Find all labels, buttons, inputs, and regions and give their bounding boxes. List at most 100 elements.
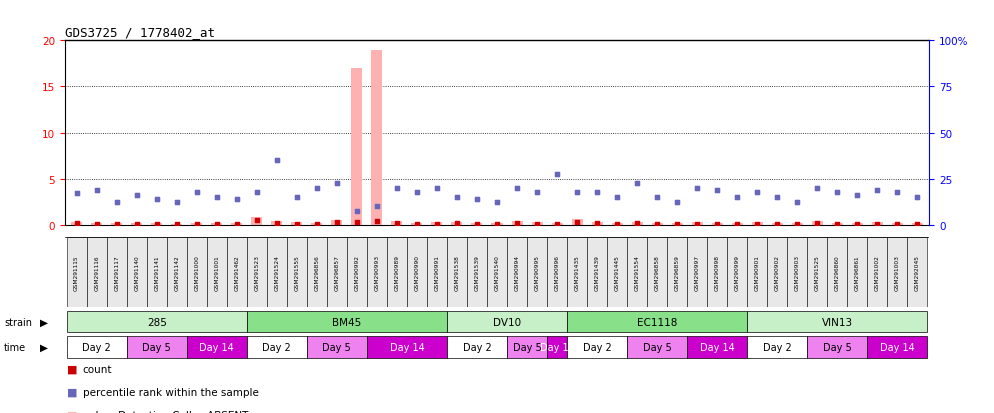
Point	[730, 221, 746, 228]
Bar	[667, 237, 687, 308]
Text: Day 2: Day 2	[582, 342, 611, 352]
Point	[689, 185, 705, 192]
Bar	[812, 222, 823, 225]
Point	[850, 221, 866, 228]
Text: GSM296857: GSM296857	[334, 255, 339, 290]
Bar	[212, 223, 223, 225]
Bar	[467, 237, 487, 308]
Text: Day 14: Day 14	[390, 342, 424, 352]
Bar	[751, 223, 762, 225]
Point	[349, 219, 365, 225]
Point	[469, 196, 485, 203]
Bar	[491, 224, 503, 225]
Text: ▶: ▶	[40, 342, 48, 352]
Point	[229, 196, 245, 203]
Text: GSM290989: GSM290989	[395, 255, 400, 290]
Text: Day 2: Day 2	[762, 342, 791, 352]
Point	[850, 192, 866, 199]
Text: GSM296860: GSM296860	[835, 255, 840, 290]
Point	[589, 221, 605, 227]
Point	[689, 185, 705, 192]
Point	[549, 171, 565, 178]
Point	[88, 187, 104, 193]
Bar	[387, 237, 407, 308]
Point	[449, 194, 465, 201]
Bar	[111, 224, 122, 225]
Point	[509, 185, 525, 192]
Bar	[687, 237, 707, 308]
Bar	[747, 237, 767, 308]
Point	[789, 221, 805, 228]
Point	[189, 190, 205, 196]
Bar	[507, 336, 547, 358]
Bar	[126, 336, 187, 358]
Point	[209, 221, 225, 228]
Text: GSM291524: GSM291524	[274, 255, 279, 290]
Text: GDS3725 / 1778402_at: GDS3725 / 1778402_at	[65, 26, 215, 39]
Bar	[507, 237, 527, 308]
Bar	[572, 220, 582, 225]
Text: count: count	[83, 364, 112, 374]
Text: DV10: DV10	[493, 317, 521, 327]
Text: GSM290992: GSM290992	[355, 255, 360, 290]
Text: Day 14: Day 14	[880, 342, 914, 352]
Text: Day 5: Day 5	[322, 342, 351, 352]
Point	[669, 199, 685, 205]
Bar	[672, 224, 683, 225]
Text: GSM291003: GSM291003	[895, 255, 900, 290]
Text: ■: ■	[67, 387, 78, 397]
Point	[769, 194, 785, 201]
Point	[529, 190, 545, 196]
Bar	[291, 222, 302, 225]
Text: GSM296858: GSM296858	[655, 255, 660, 290]
Point	[229, 196, 245, 203]
Point	[609, 221, 625, 228]
Bar	[487, 237, 507, 308]
Point	[509, 185, 525, 192]
Text: GSM290990: GSM290990	[414, 255, 419, 290]
Point	[108, 199, 124, 205]
Point	[749, 190, 765, 196]
Point	[809, 185, 825, 192]
Point	[309, 185, 325, 192]
Point	[149, 196, 165, 203]
Bar	[647, 237, 667, 308]
Text: Day 5: Day 5	[643, 342, 672, 352]
Point	[789, 199, 805, 205]
Bar	[187, 336, 247, 358]
Text: GSM291000: GSM291000	[194, 255, 199, 290]
Text: GSM291538: GSM291538	[454, 255, 459, 290]
Bar	[431, 223, 442, 225]
Bar	[747, 336, 807, 358]
Bar	[827, 237, 847, 308]
Text: VIN13: VIN13	[822, 317, 853, 327]
Point	[169, 199, 185, 205]
Bar	[652, 223, 663, 225]
Bar	[607, 237, 627, 308]
Bar	[266, 237, 287, 308]
Point	[248, 217, 264, 224]
Point	[529, 190, 545, 196]
Bar	[567, 336, 627, 358]
Bar	[367, 237, 387, 308]
Point	[789, 199, 805, 205]
Text: Day 2: Day 2	[262, 342, 291, 352]
Point	[389, 220, 405, 227]
Bar	[567, 311, 747, 332]
Point	[529, 221, 545, 227]
Bar	[271, 221, 282, 225]
Bar	[868, 237, 888, 308]
Point	[469, 196, 485, 203]
Bar	[126, 237, 147, 308]
Point	[369, 218, 385, 225]
Text: ▶: ▶	[40, 317, 48, 327]
Bar	[307, 336, 367, 358]
Point	[489, 199, 505, 205]
Text: GSM290993: GSM290993	[375, 255, 380, 290]
Text: GSM290998: GSM290998	[715, 255, 720, 290]
Point	[549, 171, 565, 178]
Bar	[72, 222, 83, 225]
Point	[629, 221, 645, 227]
Bar	[451, 222, 462, 225]
Bar	[527, 237, 547, 308]
